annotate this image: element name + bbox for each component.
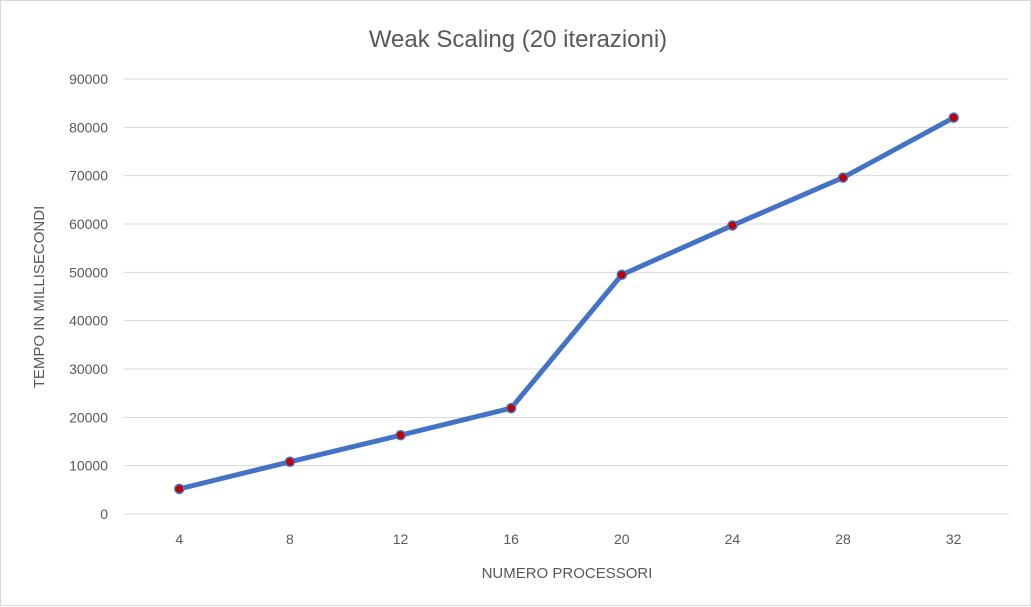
y-tick-label: 30000 [69, 361, 108, 377]
x-tick-label: 32 [946, 531, 962, 547]
data-point-16 [505, 402, 517, 414]
y-tick-label: 0 [100, 506, 108, 522]
x-tick-label: 8 [286, 531, 294, 547]
x-axis-tick-labels: 4 8 12 16 20 24 28 32 [175, 531, 961, 547]
x-tick-label: 28 [835, 531, 851, 547]
data-point-8 [284, 456, 296, 468]
data-point-32 [948, 112, 959, 123]
gridlines [124, 78, 1009, 515]
data-point-4 [174, 483, 185, 495]
x-tick-label: 16 [503, 531, 519, 547]
series-line [176, 115, 957, 492]
y-axis-tick-labels: 0 10000 20000 30000 40000 50000 60000 70000 8000… [69, 71, 108, 522]
data-point-20 [616, 269, 628, 280]
data-point-12 [395, 429, 406, 441]
y-tick-label: 80000 [69, 119, 108, 135]
x-tick-label: 12 [393, 531, 409, 547]
y-tick-label: 20000 [69, 409, 108, 425]
data-series [174, 112, 959, 495]
data-point-28 [837, 172, 849, 183]
x-tick-label: 20 [614, 531, 630, 547]
chart-title: Weak Scaling (20 iterazioni) [369, 26, 667, 53]
y-tick-label: 90000 [69, 71, 108, 87]
y-tick-label: 10000 [69, 458, 108, 474]
x-axis-title: NUMERO PROCESSORI [482, 565, 653, 582]
y-tick-label: 60000 [69, 216, 108, 232]
y-axis-title: TEMPO IN MILLISECONDI [31, 206, 48, 389]
data-point-24 [727, 220, 738, 231]
y-tick-label: 70000 [69, 168, 108, 184]
y-tick-label: 50000 [69, 264, 108, 280]
x-tick-label: 24 [725, 531, 741, 547]
y-tick-label: 40000 [69, 313, 108, 329]
x-tick-label: 4 [175, 531, 183, 547]
